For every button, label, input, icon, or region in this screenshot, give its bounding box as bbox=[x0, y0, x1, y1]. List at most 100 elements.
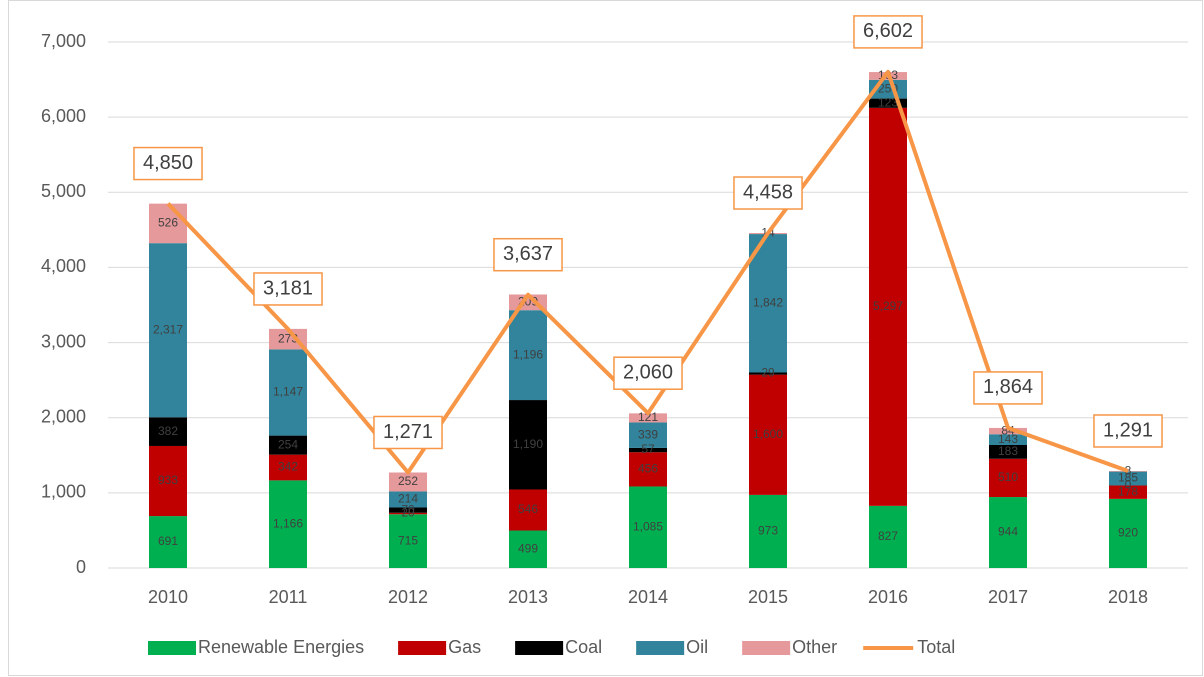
total-label: 2,060 bbox=[613, 356, 683, 390]
segment-label: 456 bbox=[638, 462, 658, 476]
bar-segment bbox=[869, 98, 907, 108]
legend: Renewable Energies Gas Coal Oil Other Total bbox=[148, 637, 955, 657]
y-tick-label: 1,000 bbox=[41, 482, 86, 502]
segment-label: 1,166 bbox=[273, 516, 303, 530]
y-tick-label: 6,000 bbox=[41, 106, 86, 126]
segment-label: 933 bbox=[158, 473, 178, 487]
y-tick-label: 3,000 bbox=[41, 331, 86, 351]
segment-label: 1,190 bbox=[513, 437, 543, 451]
segment-label: 214 bbox=[398, 492, 418, 506]
total-label: 1,291 bbox=[1093, 414, 1163, 448]
bar-segment bbox=[509, 400, 547, 490]
legend-marker bbox=[148, 641, 196, 655]
y-tick-label: 2,000 bbox=[41, 406, 86, 426]
bar-segment bbox=[869, 505, 907, 568]
segment-label: 715 bbox=[398, 533, 418, 547]
segment-label: 827 bbox=[878, 529, 898, 543]
segment-label: 0 bbox=[1125, 478, 1132, 492]
bar-segment bbox=[389, 514, 427, 568]
segment-label: 178 bbox=[1118, 484, 1138, 498]
legend-marker bbox=[398, 641, 447, 655]
chart-frame bbox=[8, 0, 1203, 676]
segment-label: 499 bbox=[518, 541, 538, 555]
bar-segment bbox=[1109, 498, 1147, 568]
bar-segment bbox=[149, 516, 187, 568]
bar-segment bbox=[269, 454, 307, 481]
segment-label: 526 bbox=[158, 216, 178, 230]
total-label-text: 3,637 bbox=[503, 243, 553, 265]
bar-segment bbox=[629, 447, 667, 453]
bar-segment bbox=[749, 234, 787, 373]
bar-segment bbox=[269, 328, 307, 350]
segment-label: 84 bbox=[1001, 423, 1015, 437]
bar-segment bbox=[149, 417, 187, 446]
segment-label: 252 bbox=[398, 474, 418, 488]
x-tick-label: 2015 bbox=[748, 587, 788, 607]
segment-label: 510 bbox=[998, 470, 1018, 484]
bar-segment bbox=[989, 427, 1027, 435]
x-tick-label: 2016 bbox=[868, 587, 908, 607]
segment-label: 57 bbox=[641, 442, 655, 456]
segment-label: 920 bbox=[1118, 526, 1138, 540]
segment-label: 2,317 bbox=[153, 322, 183, 336]
total-label-box bbox=[853, 15, 923, 49]
segment-label: 1,196 bbox=[513, 347, 543, 361]
total-label-text: 1,271 bbox=[383, 421, 433, 443]
legend-marker bbox=[515, 641, 564, 655]
y-tick-label: 4,000 bbox=[41, 256, 86, 276]
segment-label: 1,147 bbox=[273, 385, 303, 399]
bar-segment bbox=[989, 434, 1027, 445]
segment-label: 691 bbox=[158, 534, 178, 548]
total-label-box bbox=[1093, 414, 1163, 448]
bar-segment bbox=[389, 472, 427, 492]
total-label-text: 4,850 bbox=[143, 152, 193, 174]
legend-label: Gas bbox=[448, 637, 481, 657]
total-label: 4,458 bbox=[733, 176, 803, 210]
segment-label: 944 bbox=[998, 525, 1018, 539]
total-label-text: 1,864 bbox=[983, 376, 1033, 398]
segment-label: 121 bbox=[638, 410, 658, 424]
y-tick-label: 7,000 bbox=[41, 31, 86, 51]
bar-segment bbox=[269, 349, 307, 436]
bar-segment bbox=[389, 512, 427, 515]
total-label-box bbox=[133, 146, 203, 181]
bar-segment bbox=[1109, 470, 1147, 472]
bar-segment bbox=[629, 452, 667, 487]
y-tick-label: 0 bbox=[76, 557, 86, 577]
total-label-text: 4,458 bbox=[743, 181, 793, 203]
bar-segment bbox=[989, 444, 1027, 459]
segment-label: 1,600 bbox=[753, 427, 783, 441]
bar-segment bbox=[509, 310, 547, 401]
bar-segment bbox=[389, 491, 427, 508]
bar-segment bbox=[509, 489, 547, 531]
segment-label: 70 bbox=[401, 502, 415, 516]
bar-segment bbox=[269, 435, 307, 455]
segment-label: 546 bbox=[518, 502, 538, 516]
legend-label: Other bbox=[792, 637, 837, 657]
segment-label: 143 bbox=[998, 432, 1018, 446]
total-label-text: 2,060 bbox=[623, 361, 673, 383]
x-tick-label: 2014 bbox=[628, 587, 668, 607]
segment-label: 5,297 bbox=[873, 299, 903, 313]
bar-segment bbox=[149, 445, 187, 517]
segment-label: 382 bbox=[158, 424, 178, 438]
bar-segment bbox=[149, 243, 187, 418]
bar-segment bbox=[629, 422, 667, 448]
segment-label: 1,085 bbox=[633, 519, 663, 533]
total-label-box bbox=[733, 176, 803, 210]
y-tick-label: 5,000 bbox=[41, 181, 86, 201]
legend-marker bbox=[636, 641, 685, 655]
total-label: 3,637 bbox=[493, 237, 563, 272]
x-tick-label: 2010 bbox=[148, 587, 188, 607]
total-label: 4,850 bbox=[133, 146, 203, 181]
total-label-box bbox=[493, 237, 563, 272]
x-tick-label: 2013 bbox=[508, 587, 548, 607]
bar-segment bbox=[629, 413, 667, 423]
legend-marker bbox=[742, 641, 791, 655]
total-label-box bbox=[373, 415, 443, 450]
segment-label: 29 bbox=[761, 366, 775, 380]
total-label: 6,602 bbox=[853, 15, 923, 49]
bar-segment bbox=[389, 507, 427, 513]
legend-label: Oil bbox=[686, 637, 708, 657]
